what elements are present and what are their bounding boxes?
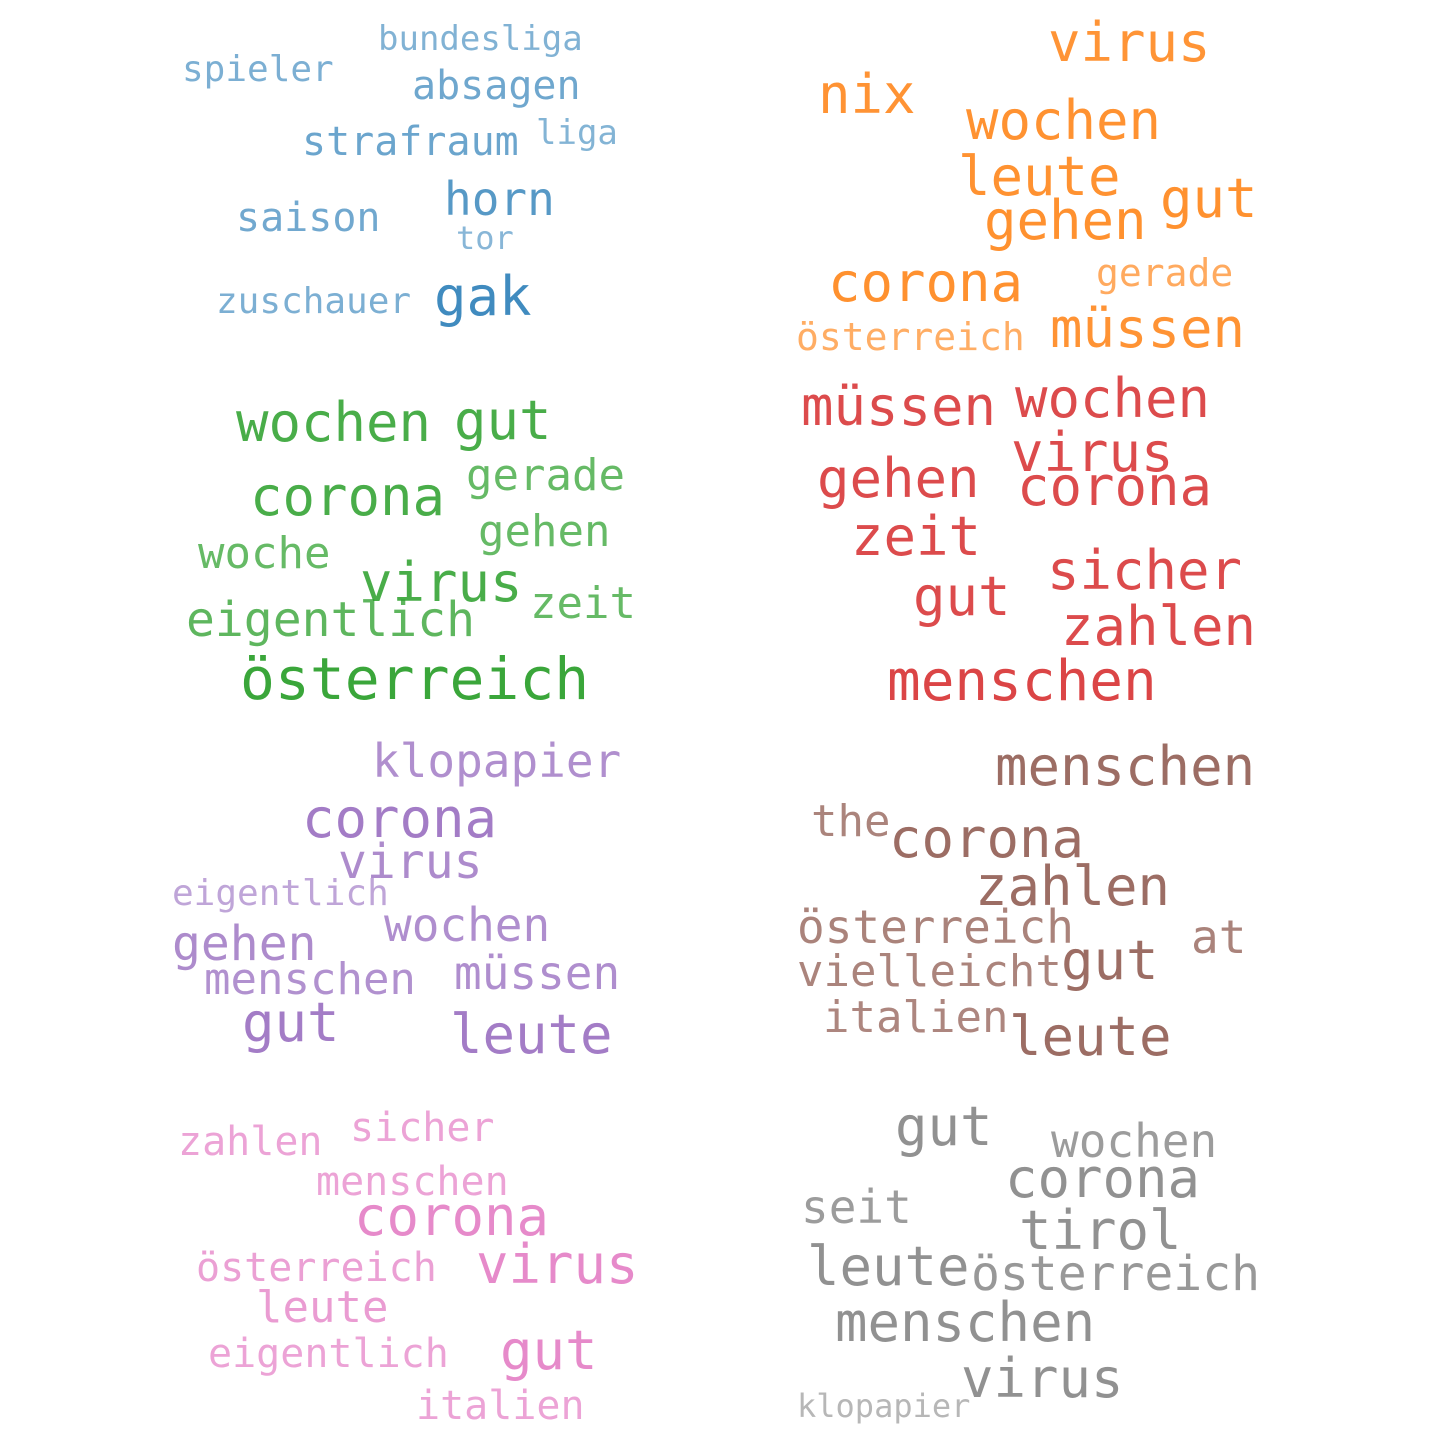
word: saison [236, 195, 381, 241]
word-cloud-panel-8: gut wochen corona seit tirol leute öster… [795, 1092, 1315, 1442]
word: zuschauer [216, 281, 412, 322]
word: klopapier [372, 734, 622, 788]
word: corona [889, 807, 1085, 870]
word: gut [895, 1095, 993, 1158]
word: virus [476, 1233, 639, 1296]
word: klopapier [797, 1387, 971, 1425]
word: virus [961, 1347, 1124, 1410]
word: leute [256, 1282, 389, 1333]
word: wochen [966, 89, 1162, 152]
word: leute [807, 1235, 970, 1298]
word: müssen [454, 946, 621, 1000]
word: wochen [384, 898, 551, 952]
word: sicher [1047, 539, 1243, 602]
word: horn [444, 172, 555, 226]
word: absagen [412, 63, 581, 109]
word: gerade [466, 450, 625, 501]
word-cloud-panel-2: virus nix wochen leute gut gehen corona … [790, 8, 1310, 358]
word: menschen [995, 735, 1256, 798]
word: sicher [350, 1105, 495, 1151]
word: liga [536, 113, 618, 153]
word: italien [416, 1383, 585, 1429]
word: gut [913, 565, 1011, 628]
word: gehen [817, 447, 980, 510]
word: corona [354, 1185, 550, 1248]
word: gehen [172, 916, 317, 972]
word: the [811, 796, 891, 847]
word: gut [1061, 929, 1159, 992]
word: corona [1005, 1147, 1201, 1210]
word-cloud-panel-4: müssen wochen virus gehen corona zeit si… [795, 372, 1315, 722]
word: tirol [1019, 1199, 1182, 1262]
word: eigentlich [208, 1331, 449, 1377]
word: österreich [797, 900, 1074, 954]
word: österreich [240, 645, 590, 713]
word: gut [1160, 167, 1258, 230]
word: tor [456, 219, 514, 257]
word: zeit [851, 505, 982, 568]
word: österreich [796, 315, 1025, 359]
word: wochen [1051, 1114, 1218, 1168]
word: leute [1009, 1005, 1172, 1068]
word: corona [828, 251, 1024, 314]
word: österreich [971, 1246, 1260, 1302]
word: leute [958, 145, 1121, 208]
word: at [1191, 910, 1247, 964]
word: eigentlich [172, 873, 389, 914]
word-cloud-panel-6: menschen the corona zahlen österreich at… [795, 730, 1315, 1080]
word: vielleicht [797, 946, 1062, 997]
word: zeit [530, 578, 636, 629]
word: menschen [835, 1291, 1096, 1354]
word: corona [302, 787, 498, 850]
word: zahlen [178, 1119, 323, 1165]
word: seit [801, 1180, 912, 1234]
word: gut [500, 1319, 598, 1382]
word: zahlen [975, 855, 1171, 918]
word: nix [818, 63, 916, 126]
word-cloud-panel-1: bundesliga spieler absagen strafraum lig… [150, 8, 670, 358]
word: gut [242, 991, 340, 1054]
word: virus [1048, 11, 1211, 74]
word: woche [198, 528, 331, 579]
word: eigentlich [186, 592, 475, 648]
word: müssen [801, 375, 997, 438]
word: müssen [1050, 297, 1246, 360]
word-cloud-panel-5: klopapier corona virus eigentlich wochen… [160, 730, 680, 1080]
word-cloud-panel-3: wochen gut corona gerade gehen woche vir… [180, 372, 700, 722]
word: gehen [478, 506, 611, 557]
word: corona [1017, 455, 1213, 518]
word: menschen [204, 954, 416, 1005]
word: strafraum [302, 119, 519, 165]
word: zahlen [1061, 595, 1257, 658]
word: wochen [1015, 367, 1211, 430]
word: corona [250, 465, 446, 528]
word: menschen [316, 1159, 509, 1205]
word: gerade [1096, 251, 1234, 295]
word: gehen [984, 189, 1147, 252]
word: österreich [196, 1245, 437, 1291]
word: leute [450, 1003, 613, 1066]
word: gak [434, 265, 532, 328]
word: virus [360, 551, 523, 614]
word: spieler [182, 49, 334, 90]
word: virus [338, 834, 483, 890]
word: italien [823, 992, 1009, 1043]
word: bundesliga [378, 19, 583, 59]
word: menschen [887, 649, 1157, 714]
word-cloud-panel-7: zahlen sicher menschen corona österreich… [170, 1092, 690, 1442]
word: wochen [236, 391, 432, 454]
word: virus [1011, 421, 1174, 484]
word: gut [454, 389, 552, 452]
